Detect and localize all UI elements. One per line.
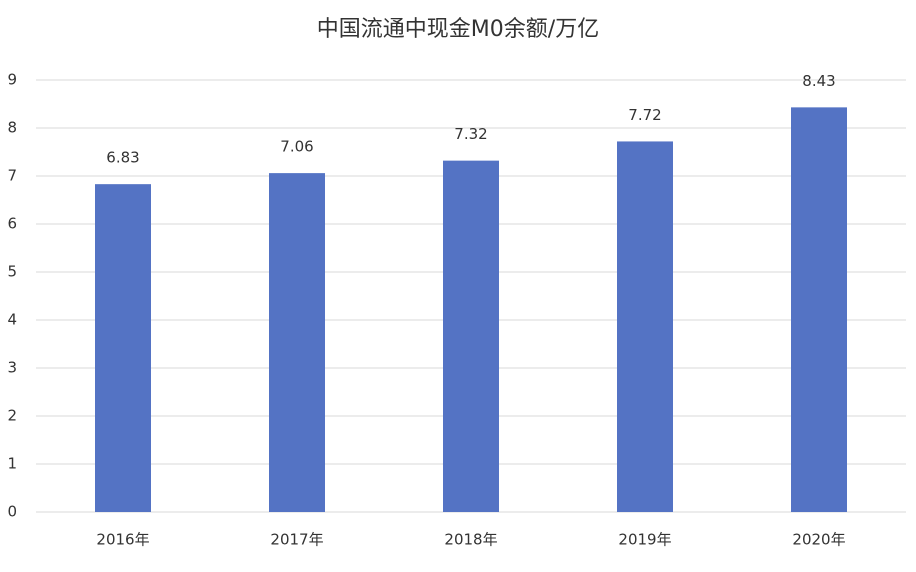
bar — [95, 184, 151, 512]
y-tick-label: 7 — [7, 167, 17, 185]
y-tick-label: 6 — [7, 215, 17, 233]
y-tick-label: 5 — [7, 263, 17, 281]
data-label: 7.06 — [280, 138, 313, 156]
y-tick-label: 3 — [7, 359, 17, 377]
y-tick-label: 9 — [7, 71, 17, 89]
y-tick-label: 8 — [7, 119, 17, 137]
data-label: 7.72 — [628, 106, 661, 124]
data-label: 6.83 — [106, 149, 139, 167]
y-tick-label: 0 — [7, 503, 17, 521]
x-tick-label: 2018年 — [444, 531, 497, 549]
bar — [269, 173, 325, 512]
bar — [791, 107, 847, 513]
chart-title: 中国流通中现金M0余额/万亿 — [317, 17, 599, 42]
data-label: 8.43 — [802, 72, 835, 90]
data-label: 7.32 — [454, 125, 487, 143]
bar — [617, 141, 673, 512]
y-tick-label: 4 — [7, 311, 17, 329]
x-tick-label: 2019年 — [618, 531, 671, 549]
x-tick-label: 2017年 — [270, 531, 323, 549]
bar — [443, 160, 499, 512]
x-tick-label: 2016年 — [96, 531, 149, 549]
y-tick-label: 2 — [7, 407, 17, 425]
y-tick-label: 1 — [7, 455, 17, 473]
x-tick-label: 2020年 — [792, 531, 845, 549]
